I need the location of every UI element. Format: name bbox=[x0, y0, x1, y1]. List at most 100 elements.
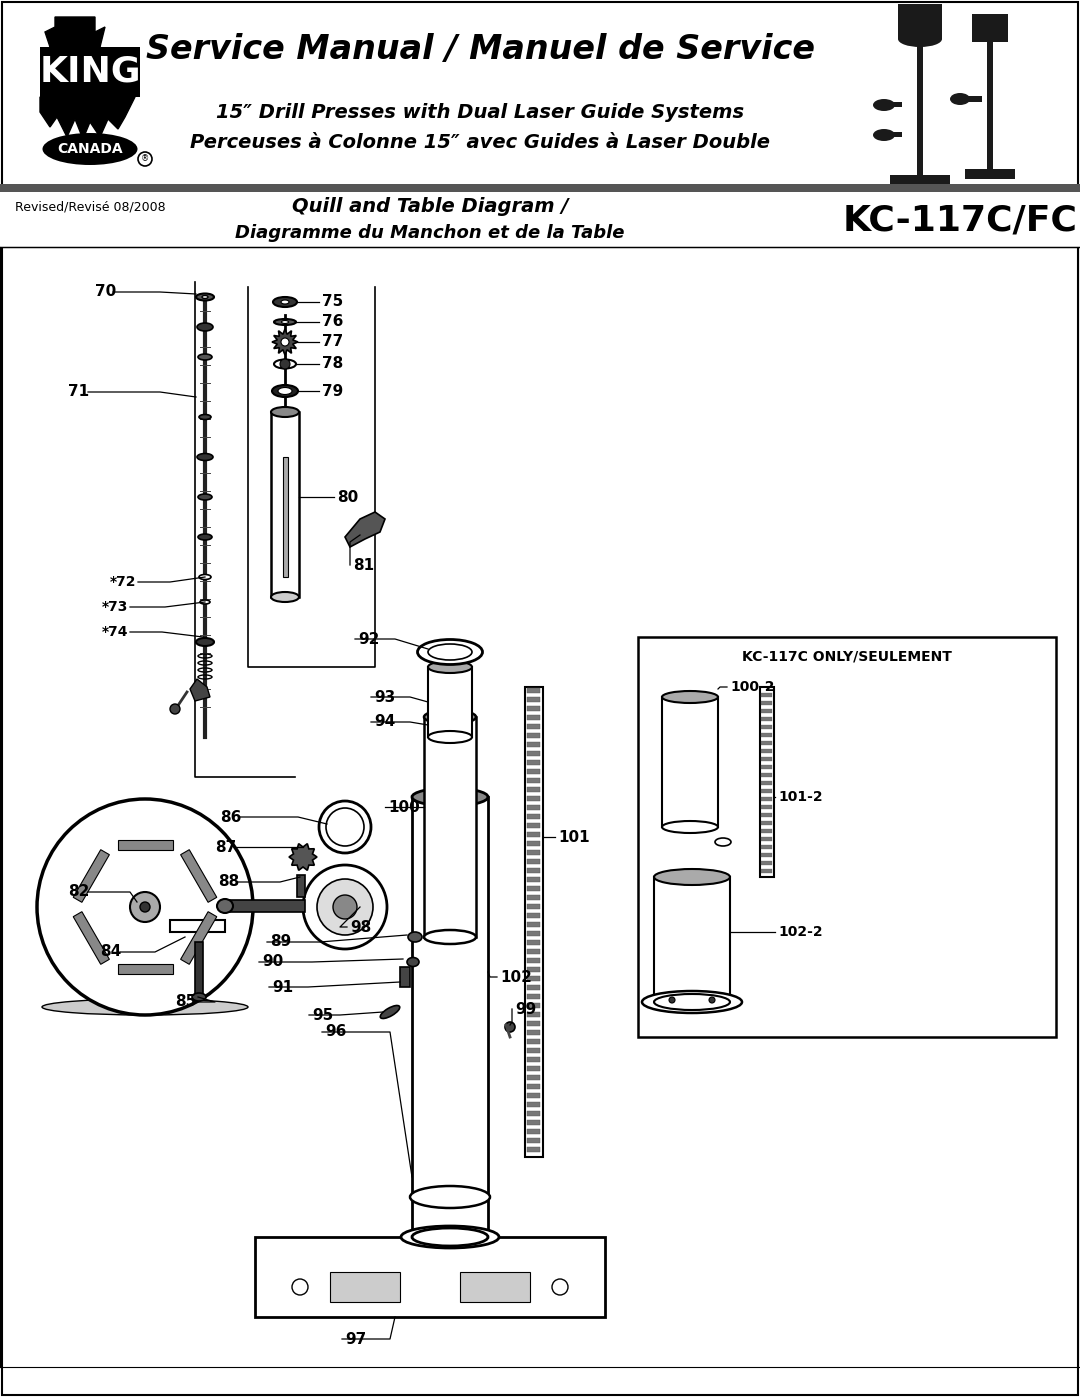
Polygon shape bbox=[40, 96, 135, 138]
Bar bbox=[428, 666, 472, 738]
Bar bbox=[962, 96, 982, 102]
Bar bbox=[527, 787, 540, 792]
Bar bbox=[525, 687, 543, 1157]
Text: ®: ® bbox=[140, 155, 149, 163]
Ellipse shape bbox=[271, 592, 299, 602]
Circle shape bbox=[140, 902, 150, 912]
Ellipse shape bbox=[410, 1186, 490, 1208]
Text: 71: 71 bbox=[68, 384, 90, 400]
Circle shape bbox=[292, 1280, 308, 1295]
Circle shape bbox=[333, 895, 357, 919]
Bar bbox=[527, 814, 540, 819]
Ellipse shape bbox=[424, 930, 476, 944]
Bar bbox=[761, 828, 772, 833]
Text: 70: 70 bbox=[95, 285, 117, 299]
Ellipse shape bbox=[715, 838, 731, 847]
Bar bbox=[180, 849, 217, 902]
Text: 102-2: 102-2 bbox=[778, 925, 823, 939]
Text: Service Manual / Manuel de Service: Service Manual / Manuel de Service bbox=[146, 32, 814, 66]
Ellipse shape bbox=[192, 993, 206, 1002]
Bar bbox=[761, 701, 772, 705]
Bar bbox=[761, 798, 772, 800]
Text: 101-2: 101-2 bbox=[778, 789, 823, 805]
Bar bbox=[917, 17, 923, 187]
Bar bbox=[400, 967, 410, 988]
Circle shape bbox=[303, 865, 387, 949]
Text: 86: 86 bbox=[220, 809, 241, 824]
Text: KC-117C/FC: KC-117C/FC bbox=[842, 203, 1078, 237]
Text: 101: 101 bbox=[558, 830, 590, 845]
Text: 89: 89 bbox=[270, 935, 292, 950]
Bar bbox=[897, 4, 942, 39]
Bar bbox=[527, 995, 540, 999]
Bar bbox=[118, 964, 173, 974]
Bar bbox=[255, 1236, 605, 1317]
Bar bbox=[118, 840, 173, 849]
Bar bbox=[527, 1076, 540, 1080]
Text: 92: 92 bbox=[357, 631, 379, 647]
Ellipse shape bbox=[326, 807, 364, 847]
Bar bbox=[527, 1048, 540, 1053]
Bar bbox=[527, 967, 540, 972]
Ellipse shape bbox=[197, 454, 213, 461]
Ellipse shape bbox=[274, 359, 296, 369]
Bar bbox=[527, 1147, 540, 1153]
Text: *72: *72 bbox=[110, 576, 136, 590]
Ellipse shape bbox=[199, 574, 211, 580]
Ellipse shape bbox=[274, 319, 296, 326]
Bar bbox=[170, 921, 225, 932]
Bar bbox=[527, 778, 540, 782]
Bar bbox=[761, 854, 772, 856]
Polygon shape bbox=[42, 17, 108, 67]
Ellipse shape bbox=[897, 31, 942, 47]
Text: 91: 91 bbox=[272, 979, 293, 995]
Bar bbox=[527, 895, 540, 900]
Circle shape bbox=[281, 338, 289, 346]
Bar bbox=[972, 14, 1008, 42]
Ellipse shape bbox=[662, 821, 718, 833]
Ellipse shape bbox=[271, 407, 299, 416]
Text: 84: 84 bbox=[100, 944, 121, 960]
Bar bbox=[527, 805, 540, 810]
Bar bbox=[527, 705, 540, 711]
Bar bbox=[527, 796, 540, 800]
Ellipse shape bbox=[200, 599, 210, 604]
Bar bbox=[0, 191, 1080, 247]
Bar bbox=[527, 742, 540, 747]
Bar bbox=[527, 1058, 540, 1062]
Bar bbox=[527, 985, 540, 990]
Text: 90: 90 bbox=[262, 954, 283, 970]
Bar bbox=[0, 0, 1080, 191]
Text: 95: 95 bbox=[312, 1007, 334, 1023]
Bar bbox=[761, 773, 772, 777]
Bar bbox=[761, 869, 772, 873]
Ellipse shape bbox=[380, 1006, 400, 1018]
Text: 77: 77 bbox=[322, 334, 343, 349]
Bar bbox=[761, 789, 772, 793]
Bar bbox=[638, 637, 1056, 1037]
Ellipse shape bbox=[950, 94, 970, 105]
Bar bbox=[527, 1102, 540, 1106]
Bar bbox=[761, 837, 772, 841]
Bar bbox=[527, 1129, 540, 1134]
Bar bbox=[527, 1092, 540, 1098]
Bar bbox=[527, 849, 540, 855]
Ellipse shape bbox=[418, 640, 483, 665]
Text: Quill and Table Diagram /: Quill and Table Diagram / bbox=[292, 197, 568, 215]
Bar bbox=[527, 886, 540, 891]
Bar bbox=[761, 693, 772, 697]
Text: 81: 81 bbox=[353, 557, 374, 573]
Bar bbox=[527, 1003, 540, 1009]
Text: Diagramme du Manchon et de la Table: Diagramme du Manchon et de la Table bbox=[235, 224, 624, 242]
Bar bbox=[761, 717, 772, 721]
Bar bbox=[424, 717, 476, 937]
Bar bbox=[761, 740, 772, 745]
Bar bbox=[527, 958, 540, 963]
Text: 102: 102 bbox=[500, 970, 531, 985]
Ellipse shape bbox=[281, 300, 289, 305]
Polygon shape bbox=[345, 511, 384, 548]
Text: 82: 82 bbox=[68, 884, 90, 900]
Ellipse shape bbox=[642, 990, 742, 1013]
Bar bbox=[527, 859, 540, 863]
Ellipse shape bbox=[195, 638, 214, 645]
